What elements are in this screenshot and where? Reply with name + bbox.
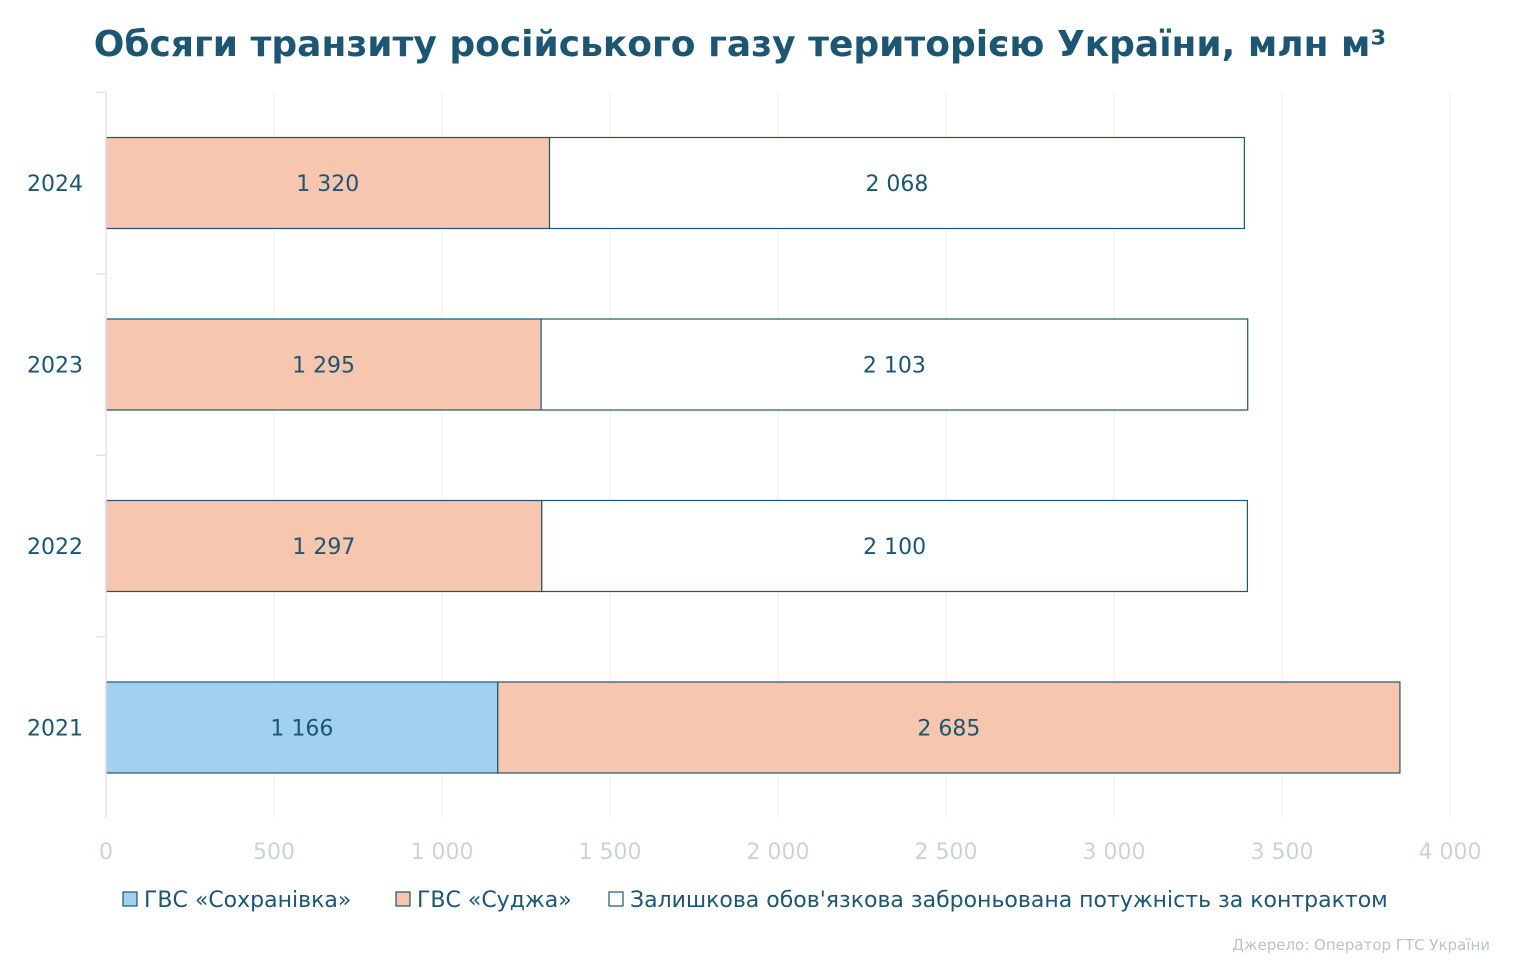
bar-segment — [105, 318, 542, 411]
y-axis: 2024 2023 2022 2021 — [27, 91, 107, 818]
x-tick-label: 1 000 — [411, 840, 474, 865]
legend-swatch — [122, 891, 138, 907]
bar-segment — [540, 318, 1249, 411]
x-tick-label: 3 500 — [1251, 840, 1314, 865]
legend-swatch — [395, 891, 411, 907]
source-note: Джерело: Оператор ГТС України — [1232, 936, 1490, 954]
data-label: 2 685 — [917, 717, 980, 742]
data-label: 1 297 — [292, 535, 355, 560]
y-tick-label: 2021 — [27, 717, 83, 742]
data-label: 1 166 — [270, 717, 333, 742]
legend-label: Залишкова обов'язкова заброньована потуж… — [630, 888, 1388, 913]
x-tick-label: 1 500 — [579, 840, 642, 865]
legend-label: ГВС «Сохранівка» — [144, 888, 351, 913]
bar-segment — [548, 136, 1245, 230]
x-tick-label: 0 — [99, 840, 113, 865]
data-label: 2 100 — [863, 535, 926, 560]
chart-title: Обсяги транзиту російського газу територ… — [94, 24, 1386, 65]
x-tick-label: 2 500 — [915, 840, 978, 865]
bar-segment — [497, 681, 1401, 774]
y-tick-label: 2022 — [27, 535, 83, 560]
data-label: 2 068 — [865, 172, 928, 197]
x-tick-label: 4 000 — [1419, 840, 1482, 865]
x-tick-label: 3 000 — [1083, 840, 1146, 865]
legend: ГВС «Сохранівка» ГВС «Суджа» Залишкова обо… — [122, 888, 1388, 913]
bars — [105, 136, 1401, 774]
data-label: 2 103 — [863, 354, 926, 379]
bar-segment — [105, 681, 499, 774]
x-tick-label: 500 — [253, 840, 295, 865]
data-labels: 1 320 2 068 1 295 2 103 1 297 2 100 1 166 2 685 — [270, 172, 980, 742]
bar-segment — [541, 499, 1248, 593]
x-axis: 0 500 1 000 1 500 2 000 2 500 3 000 3 500 4 000 — [99, 840, 1481, 865]
data-label: 1 295 — [292, 354, 355, 379]
y-tick-label: 2024 — [27, 172, 83, 197]
legend-label: ГВС «Суджа» — [417, 888, 572, 913]
y-tick-label: 2023 — [27, 354, 83, 379]
legend-swatch — [608, 891, 624, 907]
data-label: 1 320 — [296, 172, 359, 197]
x-tick-label: 2 000 — [747, 840, 810, 865]
